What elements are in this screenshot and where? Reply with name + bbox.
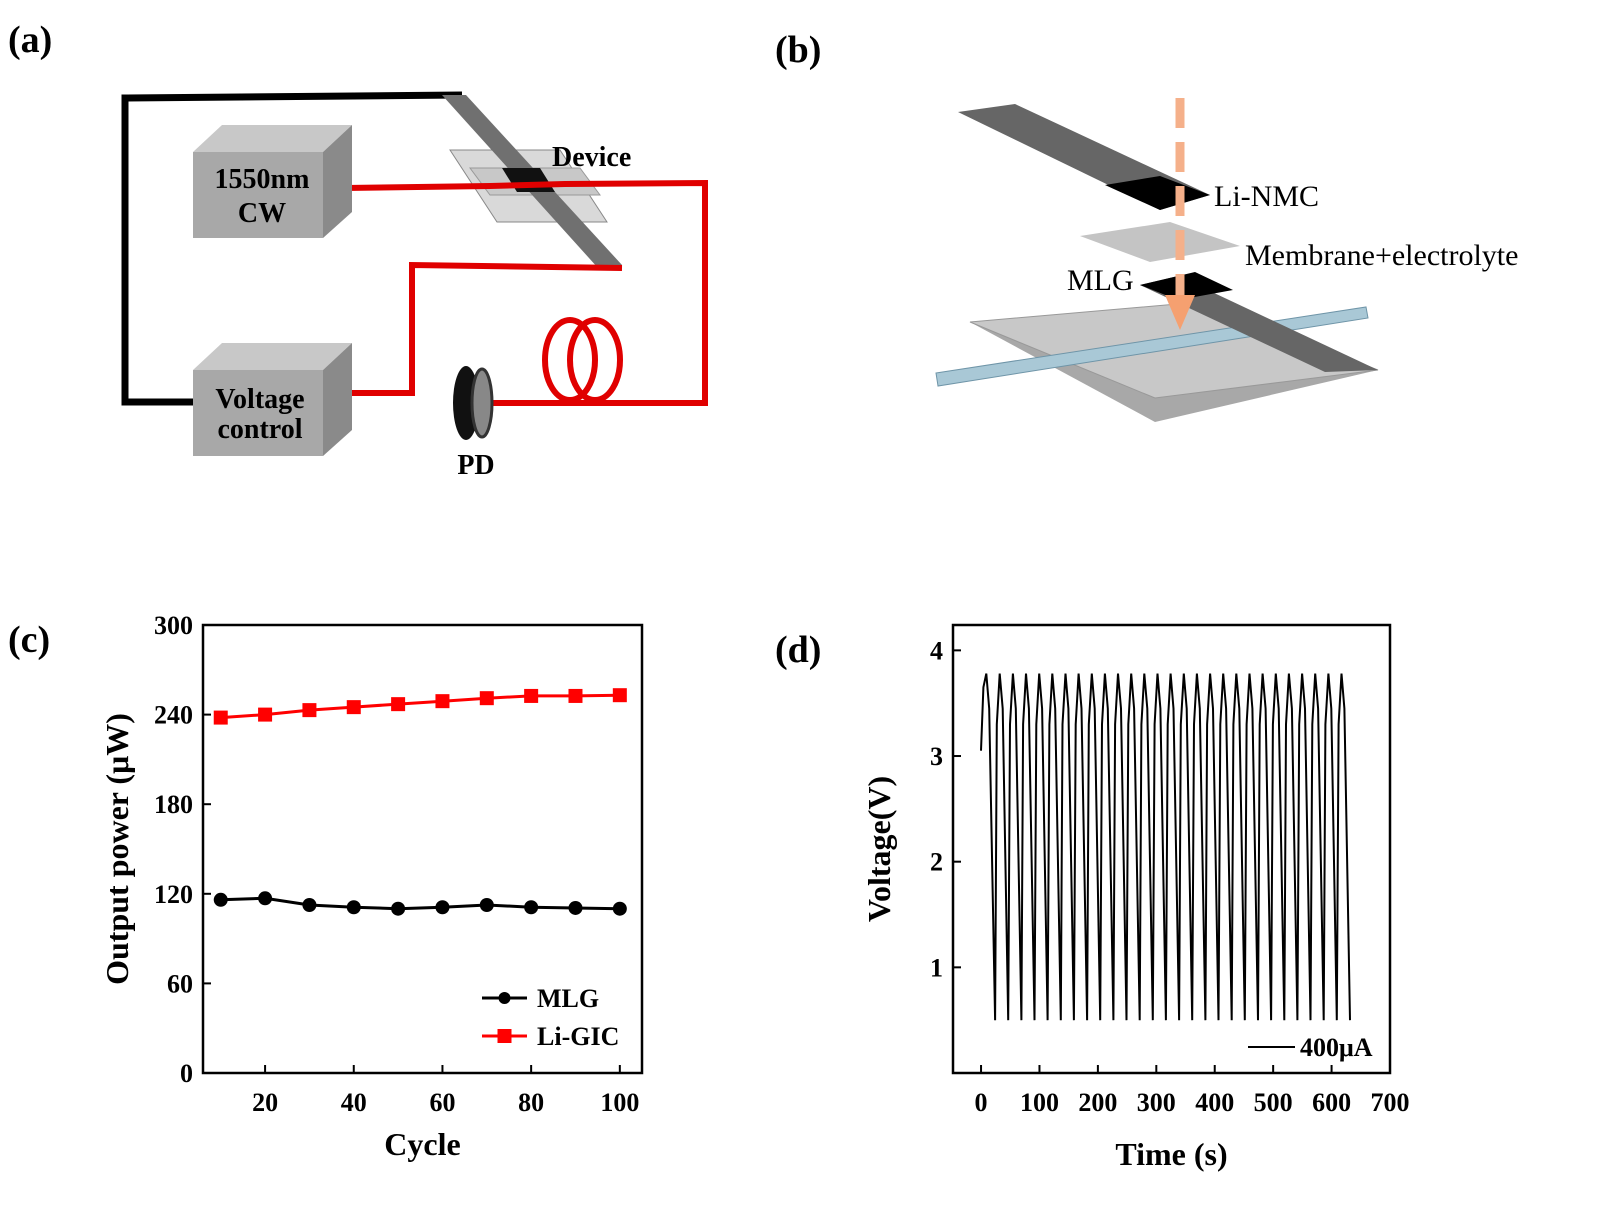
x-tick-label: 100 — [1020, 1088, 1059, 1117]
electrode-strip — [1140, 276, 1378, 372]
legend-marker — [498, 992, 511, 1004]
y-tick-label: 240 — [154, 701, 193, 730]
x-tick-label: 100 — [600, 1088, 639, 1117]
label: 1550nm — [215, 164, 310, 195]
fiber — [344, 179, 708, 406]
y-tick-label: 4 — [930, 636, 943, 665]
x-tick-label: 400 — [1195, 1088, 1234, 1117]
marker — [568, 688, 583, 703]
x-axis-label: Cycle — [384, 1126, 460, 1162]
x-tick-label: 20 — [252, 1088, 278, 1117]
x-tick-label: 0 — [975, 1088, 988, 1117]
legend-label: MLG — [537, 984, 599, 1013]
x-tick-label: 40 — [341, 1088, 367, 1117]
y-tick-label: 300 — [154, 611, 193, 640]
marker — [435, 694, 450, 709]
x-tick-label: 200 — [1078, 1088, 1117, 1117]
y-tick-label: 2 — [930, 848, 943, 877]
label: PD — [457, 450, 494, 481]
marker — [479, 691, 494, 706]
marker — [346, 900, 361, 915]
panel-label: (d) — [775, 629, 821, 671]
marker — [568, 900, 583, 915]
diagram-a: 1550nm CW Device Voltage control PD — [121, 91, 708, 481]
marker — [391, 697, 406, 712]
x-tick-label: 80 — [518, 1088, 544, 1117]
series-line — [220, 896, 620, 911]
wire — [121, 91, 463, 406]
x-tick-label: 300 — [1137, 1088, 1176, 1117]
y-axis-label: Voltage(V) — [861, 776, 897, 922]
marker — [612, 688, 627, 703]
label: MLG — [1067, 264, 1134, 297]
annotation: 400μA — [1300, 1033, 1373, 1062]
y-tick-label: 1 — [930, 953, 943, 982]
y-axis-label: Output power (μW) — [99, 713, 135, 985]
plot-frame — [951, 623, 1392, 1075]
marker — [612, 901, 627, 916]
fiber — [345, 261, 623, 396]
marker — [479, 898, 494, 912]
marker — [258, 707, 273, 722]
marker — [302, 703, 317, 718]
electrode — [1140, 272, 1233, 300]
series-line — [980, 673, 1351, 1021]
marker — [524, 688, 539, 703]
plot-frame — [201, 623, 644, 1075]
box-front — [193, 152, 323, 238]
x-tick-label: 500 — [1254, 1088, 1293, 1117]
light-arrow — [1165, 295, 1195, 330]
x-tick-label: 60 — [429, 1088, 455, 1117]
x-tick-label: 700 — [1371, 1088, 1410, 1117]
legend-label: Li-GIC — [537, 1022, 619, 1051]
box-side — [323, 125, 352, 238]
marker — [524, 900, 539, 915]
series-line — [220, 693, 620, 720]
box-side — [323, 343, 352, 456]
y-tick-label: 180 — [154, 790, 193, 819]
y-tick-label: 120 — [154, 880, 193, 909]
x-tick-label: 600 — [1312, 1088, 1351, 1117]
panel-label: (a) — [8, 19, 52, 61]
marker — [213, 892, 228, 907]
box-top — [193, 125, 352, 152]
fiber-coil — [542, 317, 598, 403]
fiber-coil — [567, 317, 623, 403]
marker — [435, 900, 450, 915]
box-front — [193, 370, 323, 456]
marker — [302, 898, 317, 912]
marker — [213, 710, 228, 725]
panel-label: (c) — [8, 619, 50, 661]
label: Membrane+electrolyte — [1245, 239, 1518, 272]
detector — [470, 367, 494, 439]
y-tick-label: 3 — [930, 742, 943, 771]
diagram-b: Li-NMC Membrane+electrolyte MLG — [935, 98, 1518, 422]
x-axis-label: Time (s) — [1115, 1136, 1227, 1172]
marker — [346, 700, 361, 715]
label: control — [217, 414, 302, 445]
label: Voltage — [215, 384, 304, 415]
membrane — [1080, 222, 1240, 262]
marker — [258, 891, 273, 906]
box-top — [193, 343, 352, 370]
label: Device — [552, 142, 631, 173]
y-tick-label: 60 — [167, 969, 193, 998]
panel-label: (b) — [775, 29, 821, 71]
label: CW — [238, 198, 286, 229]
legend-marker — [497, 1029, 512, 1043]
y-tick-label: 0 — [180, 1059, 193, 1088]
label: Li-NMC — [1214, 180, 1319, 213]
marker — [391, 901, 406, 916]
